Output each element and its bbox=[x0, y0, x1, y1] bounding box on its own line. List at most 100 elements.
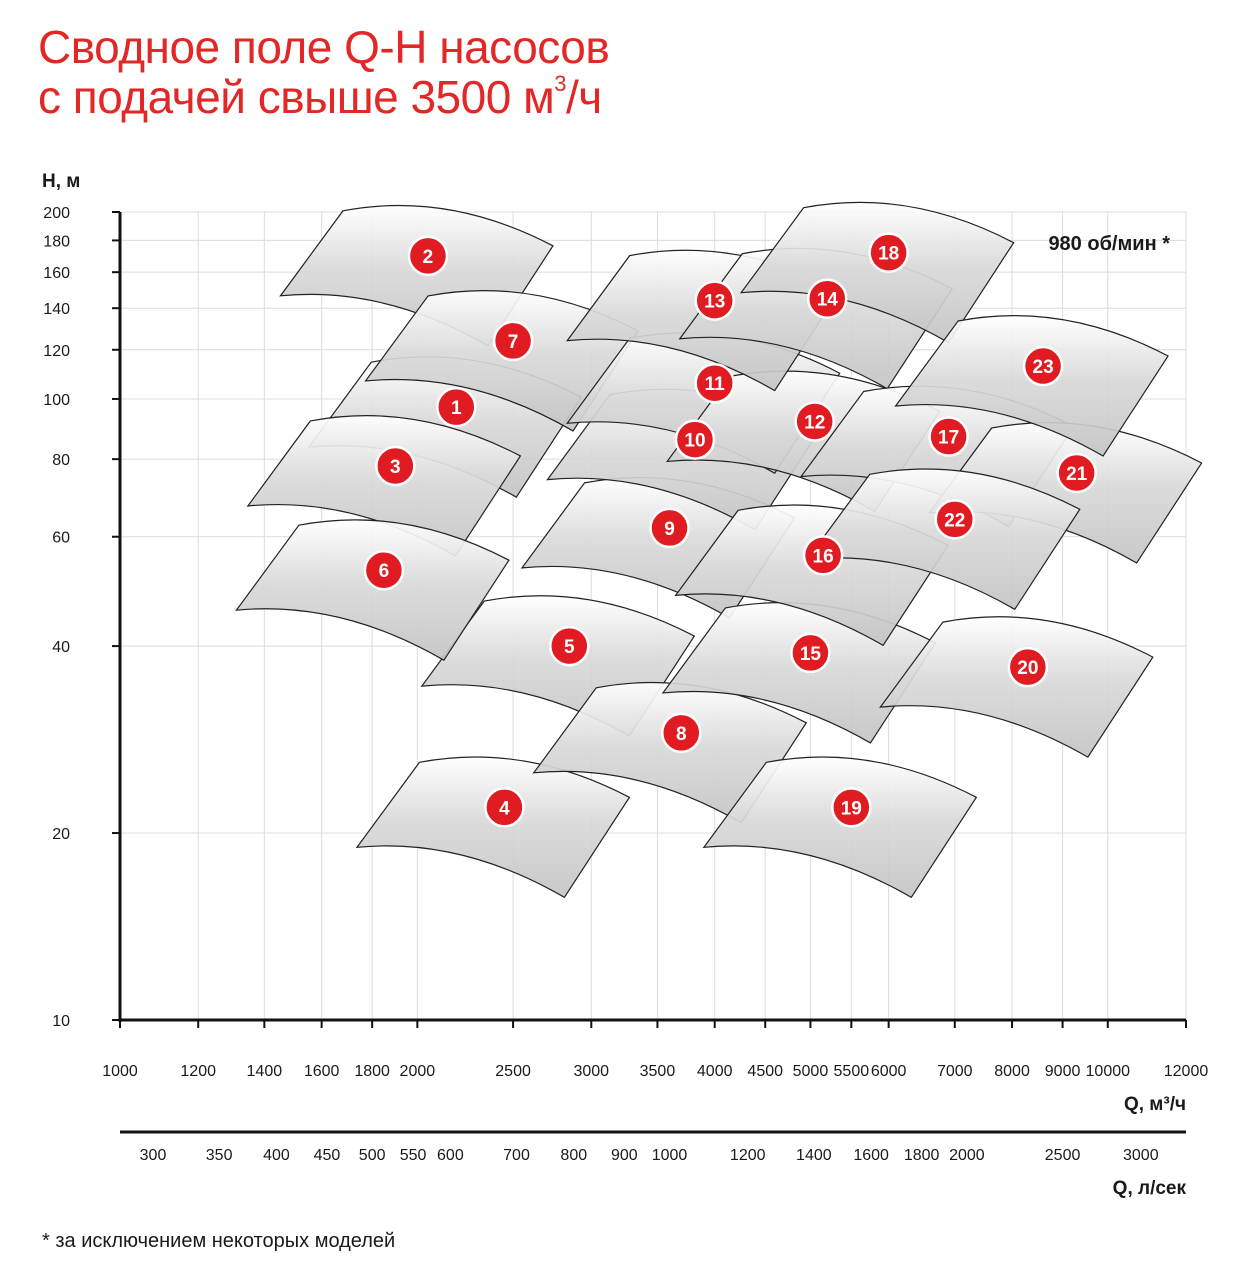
pump-badge-label-18: 18 bbox=[878, 244, 899, 265]
pump-region-22 bbox=[805, 468, 1081, 611]
pump-badge-label-20: 20 bbox=[1017, 658, 1038, 679]
pump-badge-label-14: 14 bbox=[817, 290, 839, 311]
pump-badge-13 bbox=[694, 280, 735, 321]
x2-tick-label: 900 bbox=[611, 1147, 638, 1164]
pump-badge-1 bbox=[436, 386, 477, 428]
pump-badge-14 bbox=[807, 278, 848, 319]
title-line-2-suffix: /ч bbox=[565, 71, 602, 123]
pump-badge-label-2: 2 bbox=[423, 247, 434, 268]
x2-tick-label: 2500 bbox=[1045, 1147, 1081, 1164]
pump-badge-label-9: 9 bbox=[664, 519, 675, 540]
pump-badge-label-3: 3 bbox=[390, 457, 401, 478]
title-superscript: 3 bbox=[554, 71, 566, 96]
pump-badge-7 bbox=[492, 320, 534, 362]
x2-tick-label: 400 bbox=[263, 1147, 290, 1164]
pump-badge-label-19: 19 bbox=[841, 798, 862, 819]
pump-badge-19 bbox=[831, 787, 872, 828]
title-line-2-text: с подачей свыше 3500 м bbox=[38, 71, 555, 123]
x2-tick-label: 800 bbox=[560, 1147, 587, 1164]
x-tick-label: 1000 bbox=[102, 1063, 138, 1080]
y-tick-label: 20 bbox=[52, 826, 70, 843]
pump-badge-23 bbox=[1022, 345, 1064, 387]
pump-badge-17 bbox=[928, 416, 969, 457]
pump-badge-label-13: 13 bbox=[704, 292, 725, 313]
x-tick-label: 1800 bbox=[354, 1063, 390, 1080]
y-tick-label: 40 bbox=[52, 639, 70, 656]
y-tick-label: 160 bbox=[43, 265, 70, 282]
x-tick-label: 2500 bbox=[495, 1063, 531, 1080]
x-tick-label: 1600 bbox=[304, 1063, 340, 1080]
x2-tick-label: 3000 bbox=[1123, 1147, 1159, 1164]
pump-badge-11 bbox=[694, 362, 735, 404]
x-tick-label: 5000 bbox=[793, 1063, 829, 1080]
pump-badge-label-11: 11 bbox=[705, 374, 726, 395]
pump-badge-label-8: 8 bbox=[676, 724, 687, 745]
pump-badge-6 bbox=[363, 549, 405, 591]
x-tick-label: 4500 bbox=[747, 1063, 783, 1080]
y-tick-label: 120 bbox=[43, 343, 70, 360]
pump-badge-label-1: 1 bbox=[451, 398, 462, 419]
y-tick-label: 80 bbox=[52, 452, 70, 469]
x2-axis-label: Q, л/сек bbox=[1113, 1178, 1187, 1199]
pump-regions bbox=[235, 201, 1203, 899]
pump-badge-9 bbox=[649, 507, 690, 549]
pump-badge-10 bbox=[674, 419, 716, 460]
x2-tick-label: 550 bbox=[400, 1147, 427, 1164]
x2-tick-label: 1600 bbox=[853, 1147, 889, 1164]
pump-badge-22 bbox=[934, 499, 976, 540]
x-tick-label: 3500 bbox=[640, 1063, 676, 1080]
x-tick-label: 4000 bbox=[697, 1063, 733, 1080]
x2-tick-label: 450 bbox=[314, 1147, 341, 1164]
pump-badge-label-7: 7 bbox=[508, 332, 519, 353]
pump-badge-3 bbox=[375, 445, 416, 487]
x2-tick-label: 1000 bbox=[652, 1147, 688, 1164]
x-tick-label: 5500 bbox=[834, 1063, 870, 1080]
y-tick-label: 10 bbox=[52, 1013, 70, 1030]
pump-badge-8 bbox=[661, 712, 702, 754]
x2-tick-label: 2000 bbox=[949, 1147, 985, 1164]
x2-tick-label: 1800 bbox=[904, 1147, 940, 1164]
x2-tick-label: 1400 bbox=[796, 1147, 832, 1164]
pump-region-20 bbox=[879, 616, 1154, 758]
y-tick-label: 100 bbox=[43, 392, 70, 409]
pump-badge-20 bbox=[1007, 646, 1049, 688]
x-tick-label: 1200 bbox=[180, 1063, 216, 1080]
pump-badge-label-10: 10 bbox=[684, 431, 705, 452]
x-tick-label: 8000 bbox=[994, 1063, 1030, 1080]
pump-region-6 bbox=[235, 519, 510, 661]
pump-badge-label-4: 4 bbox=[499, 798, 510, 819]
chart-title: Сводное поле Q-H насосов с подачей свыше… bbox=[38, 21, 610, 122]
pump-badge-18 bbox=[868, 232, 909, 273]
pump-badge-5 bbox=[549, 625, 590, 667]
x2-tick-label: 700 bbox=[503, 1147, 530, 1164]
pump-badge-label-12: 12 bbox=[804, 412, 825, 433]
x2-tick-label: 300 bbox=[140, 1147, 167, 1164]
x-tick-label: 2000 bbox=[400, 1063, 436, 1080]
y-tick-label: 140 bbox=[43, 301, 70, 318]
footnote: * за исключением некоторых моделей bbox=[42, 1230, 396, 1252]
pump-badge-12 bbox=[794, 401, 835, 442]
pump-badge-label-17: 17 bbox=[938, 428, 959, 449]
pump-badge-15 bbox=[790, 632, 831, 674]
y-tick-label: 200 bbox=[43, 205, 70, 222]
pump-region-23 bbox=[894, 315, 1169, 457]
title-line-1: Сводное поле Q-H насосов bbox=[38, 21, 610, 73]
x2-tick-label: 600 bbox=[437, 1147, 464, 1164]
x2-tick-label: 500 bbox=[359, 1147, 386, 1164]
pump-region-7 bbox=[364, 290, 639, 432]
pump-badge-label-16: 16 bbox=[813, 546, 834, 567]
pump-badge-4 bbox=[484, 787, 525, 828]
pump-badge-label-23: 23 bbox=[1033, 357, 1054, 378]
pump-badge-label-21: 21 bbox=[1066, 464, 1088, 485]
x-tick-label: 12000 bbox=[1164, 1063, 1209, 1080]
y-tick-label: 60 bbox=[52, 530, 70, 547]
x-tick-label: 6000 bbox=[871, 1063, 907, 1080]
title-line-2: с подачей свыше 3500 м3/ч bbox=[38, 72, 609, 122]
pump-badge-label-22: 22 bbox=[944, 510, 965, 531]
pump-badge-16 bbox=[802, 535, 844, 576]
x2-tick-label: 1200 bbox=[730, 1147, 766, 1164]
y-axis-label: H, м bbox=[42, 171, 80, 192]
